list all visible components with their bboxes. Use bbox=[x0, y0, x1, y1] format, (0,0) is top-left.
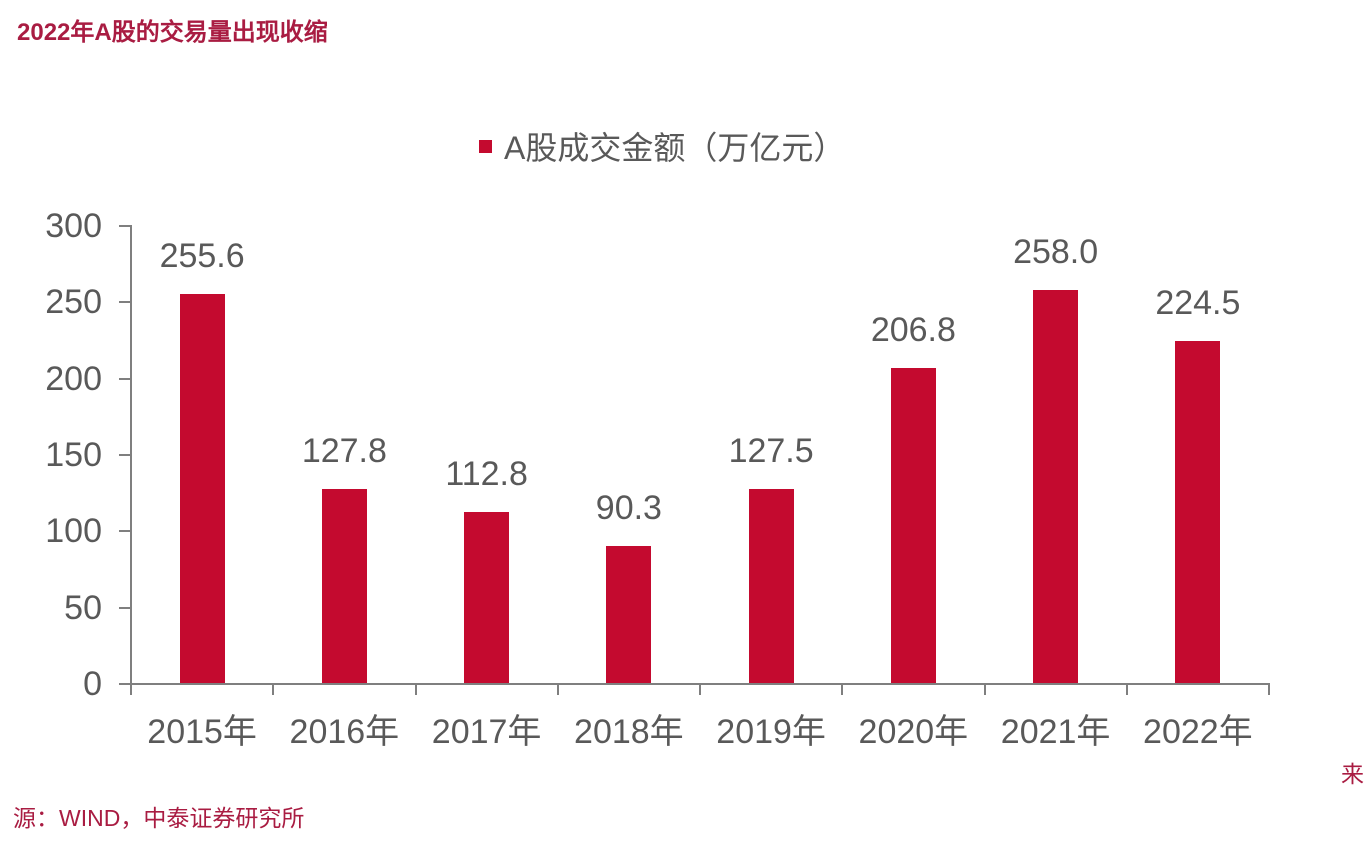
y-tick bbox=[119, 530, 131, 533]
bar bbox=[890, 368, 936, 683]
bar-value-label: 258.0 bbox=[1013, 233, 1099, 272]
x-tick-label: 2017年 bbox=[431, 713, 542, 751]
x-tick bbox=[272, 683, 275, 695]
x-tick bbox=[414, 683, 417, 695]
y-tick-label: 150 bbox=[45, 436, 102, 474]
bar bbox=[321, 488, 367, 683]
bar bbox=[464, 511, 510, 683]
bar bbox=[1033, 290, 1079, 683]
legend: A股成交金额（万亿元） bbox=[479, 126, 845, 166]
x-tick-label: 2019年 bbox=[716, 713, 826, 751]
bar-value-label: 224.5 bbox=[1155, 284, 1241, 323]
source-wrapped-char: 来 bbox=[1341, 761, 1364, 787]
legend-swatch-icon bbox=[479, 139, 492, 153]
x-tick bbox=[699, 683, 701, 695]
bar-value-label: 112.8 bbox=[445, 454, 528, 493]
x-tick-label: 2018年 bbox=[574, 713, 684, 751]
y-tick bbox=[119, 606, 131, 609]
x-tick bbox=[130, 683, 132, 695]
bar bbox=[606, 546, 652, 683]
source-text: 源：WIND，中泰证券研究所 bbox=[13, 805, 305, 831]
y-tick bbox=[119, 301, 131, 304]
x-tick bbox=[983, 683, 986, 695]
bar bbox=[1175, 341, 1221, 683]
y-tick-label: 300 bbox=[45, 207, 102, 245]
x-tick bbox=[841, 683, 844, 695]
x-tick bbox=[556, 683, 559, 695]
x-tick-label: 2022年 bbox=[1143, 713, 1253, 751]
y-tick bbox=[119, 225, 131, 227]
y-tick bbox=[119, 377, 131, 380]
bar-value-label: 127.8 bbox=[301, 431, 387, 470]
bar bbox=[179, 293, 225, 683]
x-tick-label: 2015年 bbox=[147, 713, 257, 751]
x-tick-label: 2021年 bbox=[1000, 713, 1111, 751]
y-axis-line bbox=[130, 225, 132, 684]
legend-label: A股成交金额（万亿元） bbox=[504, 130, 846, 166]
bar-value-label: 206.8 bbox=[870, 311, 956, 350]
y-tick-label: 50 bbox=[64, 588, 102, 627]
bar-value-label: 255.6 bbox=[159, 236, 245, 275]
bar-value-label: 90.3 bbox=[595, 489, 662, 528]
x-tick bbox=[1268, 683, 1270, 695]
y-tick-label: 200 bbox=[45, 359, 102, 398]
y-tick-label: 0 bbox=[83, 665, 102, 703]
y-tick-label: 100 bbox=[45, 512, 102, 551]
bar bbox=[748, 489, 794, 683]
x-tick-label: 2016年 bbox=[289, 713, 400, 751]
y-tick bbox=[119, 454, 131, 456]
bar-value-label: 127.5 bbox=[728, 432, 814, 471]
x-tick-label: 2020年 bbox=[858, 713, 969, 751]
chart-title: 2022年A股的交易量出现收缩 bbox=[17, 19, 328, 46]
y-tick-label: 250 bbox=[45, 283, 102, 322]
y-tick bbox=[119, 683, 131, 685]
x-tick bbox=[1125, 683, 1128, 695]
